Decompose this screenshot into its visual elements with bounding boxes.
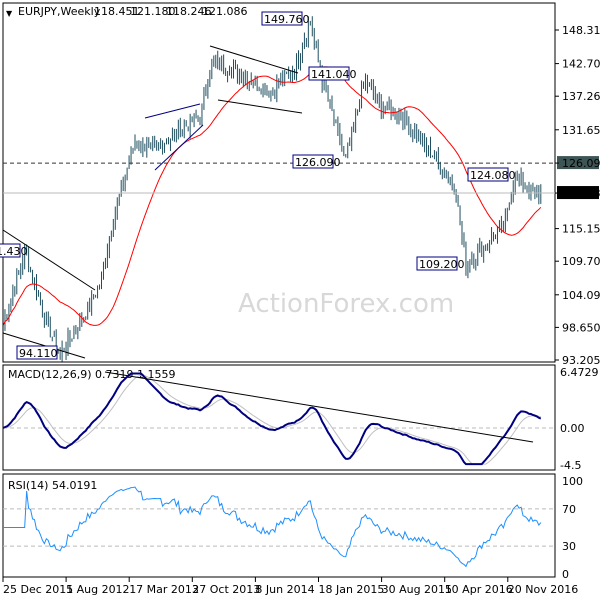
price-annotation-box [292,154,334,169]
macd-signal-line [2,374,541,465]
x-tick-label: 10 Apr 2016 [445,583,513,596]
header-low: 118.246 [166,5,212,18]
price-tick-label: 142.705 [562,58,600,71]
macd-label: MACD(12,26,9) 0.7319 1.1559 [8,368,176,381]
watermark: ActionForex.com [238,289,454,319]
rsi-tick-label: 70 [562,503,576,516]
price-tick-label: 93.205 [562,354,600,367]
rsi-panel-frame [2,473,556,578]
rsi-line [3,486,542,568]
moving-average-line [2,66,542,326]
x-tick-label: 18 Jan 2015 [318,583,384,596]
x-tick-label: 30 Aug 2015 [382,583,452,596]
rsi-tick-label: 30 [562,540,576,553]
macd-tick-label: 6.4729 [560,366,599,379]
x-tick-label: 25 Dec 2011 [3,583,73,596]
last-price-tag [557,186,599,200]
price-tick-label: 115.150 [562,223,600,236]
price-annotation-box [16,345,58,360]
price-tick-label: 104.095 [562,289,600,302]
support-price-tag [557,156,599,170]
price-annotation: 126.090 [295,156,341,169]
price-tick-label: 98.650 [562,321,600,334]
price-annotation: 109.200 [419,258,465,271]
rsi-label: RSI(14) 54.0191 [8,479,97,492]
price-annotation-box [308,66,350,81]
macd-panel-frame [2,364,556,471]
header-open: 118.451 [94,5,140,18]
trendline [154,124,204,171]
x-tick-label: 5 Aug 2012 [66,583,129,596]
rsi-tick-label: 0 [562,568,569,581]
price-panel-frame [2,2,556,363]
x-tick-label: 20 Nov 2016 [508,583,578,596]
trendline [209,45,299,74]
price-annotation: 149.760 [264,13,310,26]
trendline [217,99,303,114]
price-annotation: 141.040 [311,68,357,81]
x-tick-label: 8 Jun 2014 [255,583,314,596]
macd-trendline [104,371,534,443]
x-tick-label: 17 Mar 2013 [129,583,199,596]
header-high: 121.180 [130,5,176,18]
header-arrow-icon[interactable]: ▼ [6,9,13,18]
rsi-tick-label: 100 [562,475,583,488]
price-annotation-box [0,243,21,258]
price-annotation: 111.430 [0,245,28,258]
price-annotation: 124.080 [470,169,516,182]
x-tick-label: 27 Oct 2013 [192,583,260,596]
price-tick-label: 121.086 [562,187,600,200]
price-tick-label: 109.705 [562,255,600,268]
trendline [144,103,201,119]
price-annotation: 94.110 [19,347,58,360]
symbol-title: EURJPY,Weekly [18,5,101,18]
trendline [2,229,96,291]
macd-tick-label: 0.00 [560,422,585,435]
price-tick-label: 148.315 [562,24,600,37]
price-panel [2,16,542,362]
price-annotation-box [467,167,509,182]
price-tick-label: 131.650 [562,124,600,137]
price-tick-label: 126.090 [562,157,600,170]
header-close: 121.086 [202,5,248,18]
macd-line [2,372,542,466]
price-annotation-box [261,11,303,26]
price-annotation-box [416,256,458,271]
price-tick-label: 137.260 [562,90,600,103]
macd-tick-label: -4.5 [560,459,581,472]
